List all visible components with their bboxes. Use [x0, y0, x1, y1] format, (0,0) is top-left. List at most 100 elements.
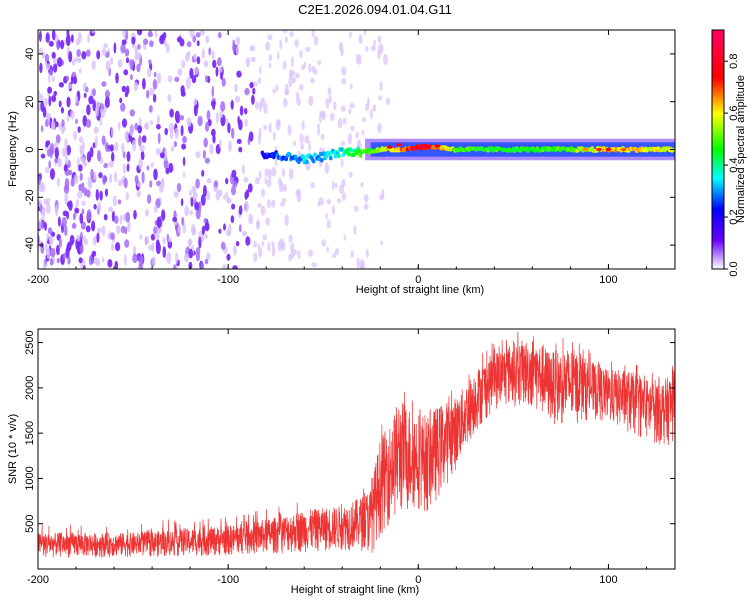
noise-blob — [201, 48, 205, 59]
noise-blob — [295, 72, 300, 79]
noise-blob — [157, 132, 161, 144]
noise-blob — [363, 194, 369, 203]
noise-blob — [93, 171, 97, 180]
noise-blob — [253, 252, 258, 263]
noise-blob — [220, 101, 226, 112]
noise-blob — [289, 69, 293, 79]
noise-blob — [58, 123, 62, 130]
noise-blob — [45, 203, 51, 214]
noise-blob — [68, 51, 73, 63]
noise-blob — [243, 200, 249, 213]
noise-blob — [108, 206, 114, 213]
noise-blob — [138, 134, 142, 147]
noise-blob — [51, 120, 56, 131]
noise-blob — [255, 220, 261, 229]
noise-blob — [48, 72, 51, 84]
noise-blob — [139, 234, 143, 240]
noise-blob — [87, 176, 92, 189]
noise-blob — [195, 32, 201, 38]
noise-blob — [203, 60, 209, 68]
x-tick-label: 0 — [415, 274, 421, 286]
noise-blob — [149, 87, 155, 96]
noise-blob — [215, 66, 219, 77]
noise-blob — [162, 246, 167, 259]
noise-blob — [217, 32, 222, 39]
noise-blob — [169, 131, 174, 139]
noise-blob — [136, 181, 142, 188]
x-tick-label: -200 — [27, 574, 49, 586]
noise-blob — [162, 237, 166, 245]
noise-blob — [153, 71, 157, 78]
noise-blob — [235, 36, 241, 46]
noise-blob — [45, 197, 51, 205]
noise-blob — [63, 252, 66, 261]
noise-blob — [166, 251, 172, 264]
noise-blob — [125, 57, 130, 64]
noise-blob — [289, 31, 294, 38]
noise-blob — [45, 63, 51, 71]
noise-blob — [91, 30, 95, 34]
noise-blob — [281, 241, 286, 251]
noise-blob — [232, 180, 238, 188]
noise-blob — [200, 261, 204, 269]
noise-blob — [251, 94, 255, 105]
noise-blob — [365, 46, 369, 52]
noise-blob — [180, 125, 184, 137]
noise-blob — [208, 47, 212, 56]
noise-blob — [83, 161, 88, 167]
noise-blob — [202, 150, 206, 159]
noise-blob — [267, 34, 273, 41]
noise-blob — [40, 125, 44, 133]
noise-blob — [155, 242, 161, 255]
signal-hotspot — [582, 147, 589, 152]
noise-blob — [272, 88, 277, 94]
noise-blob — [299, 84, 304, 91]
y-tick-label: 2000 — [24, 376, 36, 400]
noise-blob — [310, 78, 315, 84]
noise-blob — [114, 171, 118, 183]
noise-blob — [282, 97, 288, 108]
noise-blob — [112, 195, 118, 207]
noise-blob — [228, 140, 232, 152]
noise-blob — [75, 118, 78, 125]
colorbar-tick-label: 0.6 — [728, 105, 740, 120]
noise-blob — [292, 71, 296, 76]
noise-blob — [181, 59, 186, 69]
noise-blob — [232, 265, 238, 269]
noise-blob — [282, 184, 288, 192]
noise-blob — [154, 30, 158, 39]
noise-blob — [238, 205, 243, 216]
noise-blob — [291, 76, 296, 84]
noise-blob — [38, 176, 41, 185]
signal-hotspot — [434, 144, 441, 148]
noise-blob — [213, 180, 219, 188]
noise-blob — [58, 100, 62, 108]
noise-blob — [129, 59, 135, 67]
noise-blob — [182, 172, 186, 178]
chart-title: C2E1.2026.094.01.04.G11 — [298, 2, 452, 17]
noise-blob — [293, 140, 297, 147]
noise-blob — [88, 95, 94, 105]
noise-blob — [193, 53, 197, 61]
noise-blob — [185, 52, 190, 62]
noise-blob — [82, 235, 86, 244]
noise-blob — [367, 97, 370, 109]
y-tick-label: 1500 — [24, 421, 36, 445]
noise-blob — [51, 51, 56, 59]
noise-blob — [104, 96, 110, 108]
noise-blob — [195, 252, 200, 262]
spectrogram-ylabel: Frequency (Hz) — [7, 111, 19, 187]
noise-blob — [217, 189, 223, 197]
noise-blob — [104, 188, 109, 197]
noise-blob — [191, 75, 197, 84]
noise-blob — [186, 117, 192, 127]
noise-blob — [52, 57, 59, 65]
noise-blob — [137, 43, 141, 50]
noise-blob — [209, 143, 214, 155]
noise-blob — [378, 43, 384, 54]
noise-blob — [92, 99, 96, 112]
noise-blob — [192, 35, 196, 43]
noise-blob — [60, 107, 64, 114]
noise-blob — [133, 81, 139, 92]
noise-blob — [182, 135, 187, 144]
